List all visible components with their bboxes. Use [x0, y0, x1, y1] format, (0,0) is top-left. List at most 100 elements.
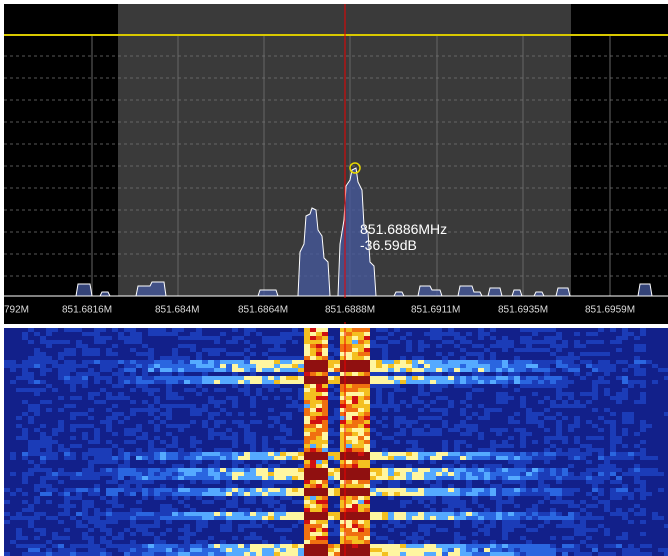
waterfall-cell	[148, 392, 154, 396]
waterfall-cell	[106, 504, 112, 508]
waterfall-cell	[130, 432, 136, 436]
waterfall-cell	[484, 376, 490, 380]
waterfall-cell	[172, 380, 178, 384]
waterfall-cell	[76, 456, 82, 460]
waterfall-cell	[268, 368, 274, 372]
waterfall-cell	[628, 416, 634, 420]
waterfall-cell	[76, 488, 82, 492]
waterfall-cell	[286, 456, 292, 460]
waterfall-cell	[292, 448, 298, 452]
waterfall-cell	[388, 384, 394, 388]
waterfall-cell	[568, 484, 574, 488]
waterfall-cell	[262, 336, 268, 340]
waterfall-cell	[520, 368, 526, 372]
waterfall-cell	[250, 340, 256, 344]
waterfall-cell	[664, 336, 668, 340]
waterfall-cell	[322, 460, 328, 464]
waterfall-cell	[562, 336, 568, 340]
waterfall-cell	[532, 440, 538, 444]
waterfall-cell	[556, 432, 562, 436]
waterfall-cell	[70, 336, 76, 340]
waterfall-cell	[586, 452, 592, 456]
waterfall-cell	[388, 436, 394, 440]
waterfall-cell	[502, 364, 508, 368]
waterfall-cell	[364, 452, 370, 456]
waterfall-cell	[250, 472, 256, 476]
waterfall-cell	[640, 476, 646, 480]
waterfall-cell	[382, 328, 388, 332]
waterfall-cell	[334, 328, 340, 332]
waterfall-cell	[358, 440, 364, 444]
waterfall-cell	[520, 452, 526, 456]
waterfall-cell	[364, 336, 370, 340]
waterfall-cell	[16, 356, 22, 360]
waterfall-cell	[286, 376, 292, 380]
waterfall-cell	[40, 464, 46, 468]
waterfall-cell	[604, 348, 610, 352]
waterfall-cell	[28, 432, 34, 436]
waterfall-cell	[472, 496, 478, 500]
waterfall-cell	[646, 492, 652, 496]
waterfall-cell	[466, 436, 472, 440]
waterfall-cell	[10, 412, 16, 416]
waterfall-cell	[322, 396, 328, 400]
waterfall-cell	[70, 384, 76, 388]
waterfall-cell	[250, 428, 256, 432]
waterfall-cell	[28, 388, 34, 392]
waterfall-cell	[136, 480, 142, 484]
waterfall-cell	[400, 480, 406, 484]
waterfall-cell	[238, 400, 244, 404]
waterfall-cell	[148, 364, 154, 368]
waterfall-cell	[394, 432, 400, 436]
waterfall-cell	[610, 404, 616, 408]
waterfall-cell	[406, 420, 412, 424]
waterfall-cell	[574, 476, 580, 480]
waterfall-cell	[196, 392, 202, 396]
waterfall-cell	[490, 456, 496, 460]
waterfall-cell	[124, 464, 130, 468]
waterfall-cell	[526, 452, 532, 456]
waterfall-cell	[304, 332, 310, 336]
waterfall-cell	[10, 468, 16, 472]
waterfall-cell	[82, 452, 88, 456]
waterfall-cell	[322, 448, 328, 452]
waterfall-cell	[208, 432, 214, 436]
waterfall-cell	[40, 400, 46, 404]
waterfall-cell	[358, 400, 364, 404]
waterfall-cell	[310, 352, 316, 356]
waterfall-cell	[430, 404, 436, 408]
waterfall-cell	[184, 352, 190, 356]
waterfall-cell	[448, 480, 454, 484]
waterfall-cell	[400, 348, 406, 352]
waterfall-cell	[22, 444, 28, 448]
waterfall-cell	[352, 432, 358, 436]
waterfall-cell	[100, 424, 106, 428]
waterfall-cell	[658, 496, 664, 500]
waterfall-cell	[274, 452, 280, 456]
waterfall-cell	[424, 412, 430, 416]
waterfall-cell	[166, 500, 172, 504]
waterfall-cell	[118, 344, 124, 348]
waterfall-cell	[154, 328, 160, 332]
waterfall-cell	[412, 436, 418, 440]
waterfall-cell	[568, 464, 574, 468]
waterfall-cell	[580, 460, 586, 464]
waterfall-cell	[340, 400, 346, 404]
waterfall-cell	[136, 368, 142, 372]
waterfall-cell	[118, 372, 124, 376]
waterfall-cell	[400, 424, 406, 428]
waterfall-cell	[544, 464, 550, 468]
waterfall-cell	[250, 408, 256, 412]
waterfall-cell	[226, 372, 232, 376]
waterfall-cell	[40, 344, 46, 348]
waterfall-cell	[46, 348, 52, 352]
waterfall-cell	[622, 464, 628, 468]
waterfall-cell	[292, 356, 298, 360]
waterfall-cell	[658, 400, 664, 404]
waterfall-cell	[274, 332, 280, 336]
waterfall-cell	[178, 340, 184, 344]
waterfall-cell	[106, 388, 112, 392]
waterfall-cell	[358, 464, 364, 468]
waterfall-cell	[28, 364, 34, 368]
waterfall-cell	[328, 424, 334, 428]
